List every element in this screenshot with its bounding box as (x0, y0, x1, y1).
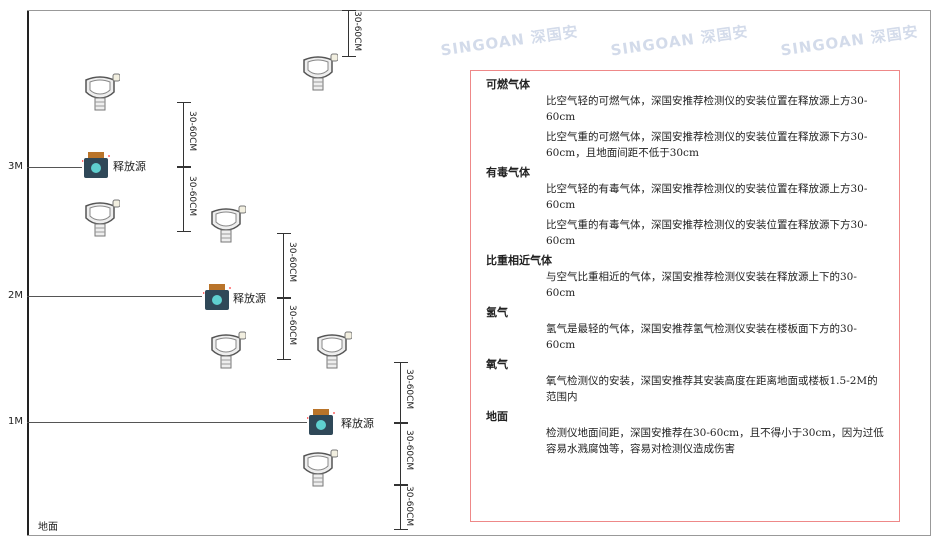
release-source-label: 释放源 (341, 417, 374, 430)
dimension-label: 30-60CM (404, 486, 414, 527)
dimension-line (394, 423, 412, 485)
dimension-line (394, 485, 412, 530)
watermark: SINGOAN 深国安 (779, 22, 920, 60)
section-text: 比空气轻的有毒气体，深国安推荐检测仪的安装位置在释放源上方30-60cm (546, 183, 868, 211)
panel-section: 有毒气体比空气轻的有毒气体，深国安推荐检测仪的安装位置在释放源上方30-60cm… (486, 165, 889, 249)
wall-right (930, 10, 931, 536)
dimension-line (177, 102, 195, 167)
panel-section: 可燃气体比空气轻的可燃气体，深国安推荐检测仪的安装位置在释放源上方30-60cm… (486, 77, 889, 161)
gas-detector-icon (206, 204, 247, 244)
gas-detector-icon (80, 72, 121, 112)
dimension-label: 30-60CM (352, 11, 362, 52)
section-text: 比空气重的有毒气体，深国安推荐检测仪的安装位置在释放源下方30-60cm (546, 219, 868, 247)
section-text: 与空气比重相近的气体，深国安推荐检测仪安装在释放源上下的30-60cm (546, 271, 857, 299)
section-text: 比空气重的可燃气体，深国安推荐检测仪的安装位置在释放源下方30-60cm，且地面… (546, 131, 868, 159)
panel-section: 地面检测仪地面间距，深国安推荐在30-60cm，且不得小于30cm，因为过低容易… (486, 409, 889, 457)
release-source-label: 释放源 (233, 292, 266, 305)
ground-label: 地面 (38, 522, 58, 533)
section-title: 氢气 (486, 306, 508, 319)
level-2m-line (27, 296, 202, 297)
dimension-label: 30-60CM (187, 175, 197, 216)
level-3m: 3M (8, 161, 23, 172)
release-source-icon (202, 284, 231, 310)
dimension-label: 30-60CM (287, 241, 297, 282)
dimension-label: 30-60CM (404, 430, 414, 471)
ceiling-line (27, 10, 930, 11)
panel-section: 氧气氧气检测仪的安装，深国安推荐其安装高度在距离地面或楼板1.5-2M的范围内 (486, 357, 889, 405)
gas-detector-icon (298, 448, 339, 488)
section-title: 地面 (486, 410, 508, 423)
level-3m-line (27, 167, 82, 168)
release-source-icon (306, 409, 335, 435)
level-1m-line (27, 422, 307, 423)
level-1m: 1M (8, 416, 23, 427)
dimension-line (277, 298, 295, 360)
gas-detector-icon (80, 198, 121, 238)
gas-detector-icon (312, 330, 353, 370)
floor-line (27, 535, 930, 536)
section-text: 氢气是最轻的气体，深国安推荐氢气检测仪安装在楼板面下方的30-60cm (546, 323, 857, 351)
section-title: 比重相近气体 (486, 254, 552, 267)
dimension-label: 30-60CM (287, 305, 297, 346)
level-2m: 2M (8, 290, 23, 301)
section-text: 氧气检测仪的安装，深国安推荐其安装高度在距离地面或楼板1.5-2M的范围内 (546, 375, 878, 403)
info-panel: 可燃气体比空气轻的可燃气体，深国安推荐检测仪的安装位置在释放源上方30-60cm… (470, 70, 900, 522)
watermark: SINGOAN 深国安 (609, 22, 750, 60)
dimension-label: 30-60CM (404, 368, 414, 409)
release-source-icon (81, 152, 110, 178)
wall-left (27, 10, 29, 536)
section-text: 检测仪地面间距，深国安推荐在30-60cm，且不得小于30cm，因为过低容易水溅… (546, 427, 884, 455)
dimension-line (177, 167, 195, 232)
panel-section: 比重相近气体与空气比重相近的气体，深国安推荐检测仪安装在释放源上下的30-60c… (486, 253, 889, 301)
section-title: 氧气 (486, 358, 508, 371)
dimension-line (277, 233, 295, 298)
gas-detector-icon (298, 52, 339, 92)
release-source-label: 释放源 (113, 160, 146, 173)
dimension-label: 30-60CM (187, 110, 197, 151)
watermark: SINGOAN 深国安 (439, 22, 580, 60)
panel-section: 氢气氢气是最轻的气体，深国安推荐氢气检测仪安装在楼板面下方的30-60cm (486, 305, 889, 353)
section-text: 比空气轻的可燃气体，深国安推荐检测仪的安装位置在释放源上方30-60cm (546, 95, 868, 123)
section-title: 有毒气体 (486, 166, 530, 179)
gas-detector-icon (206, 330, 247, 370)
dimension-line (394, 362, 412, 423)
section-title: 可燃气体 (486, 78, 530, 91)
dimension-line (342, 10, 360, 57)
